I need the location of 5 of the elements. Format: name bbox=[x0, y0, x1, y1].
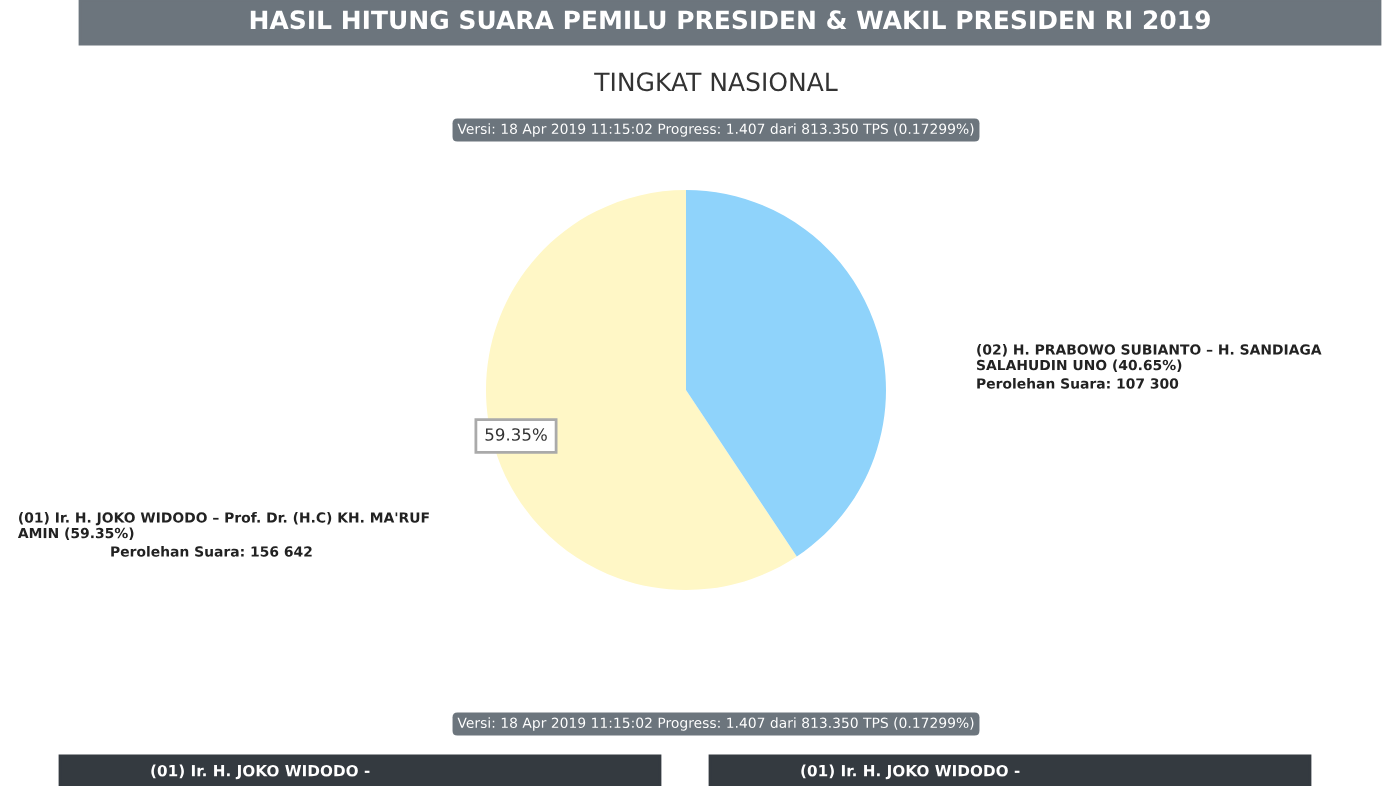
text: 59.35% bbox=[485, 428, 547, 441]
chart-subtitle: TINGKAT NASIONAL bbox=[594, 72, 838, 92]
pie-slice bbox=[686, 190, 886, 557]
chart-title: HASIL HITUNG SUARA PEMILU PRESIDEN & WAKIL PRESIDEN RI 2019 bbox=[250, 10, 1210, 30]
pie-slice bbox=[486, 190, 797, 590]
